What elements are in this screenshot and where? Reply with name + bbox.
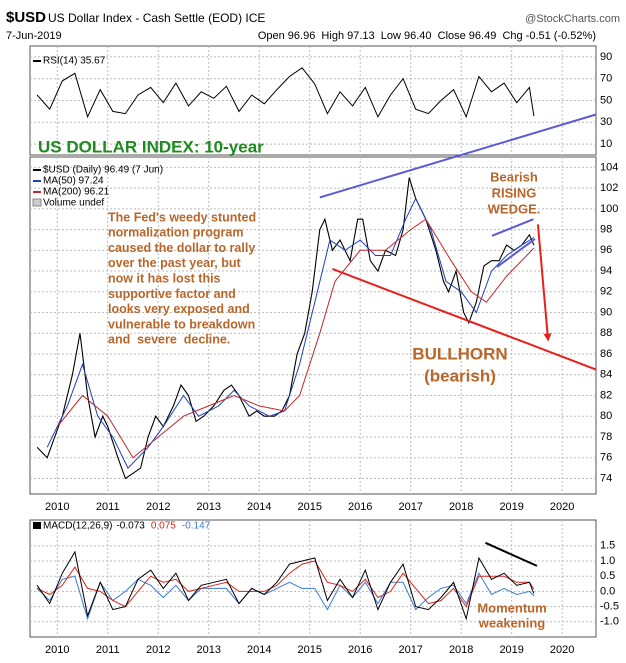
y-tick-label: 84	[600, 369, 612, 381]
y-tick-label: 90	[600, 306, 612, 318]
annotation: Bearish	[490, 169, 538, 184]
legend-label: Volume undef	[43, 198, 104, 209]
annotation: BULLHORN	[412, 344, 507, 363]
series-line	[36, 177, 535, 480]
legend-swatch	[32, 198, 42, 207]
x-tick-label: 2013	[196, 644, 220, 656]
annotation: looks very exposed and	[108, 302, 250, 316]
x-tick-label: 2019	[499, 644, 523, 656]
y-tick-label: 102	[600, 182, 618, 194]
annotation: now it has lost this	[108, 271, 221, 285]
date: 7-Jun-2019	[6, 30, 62, 42]
annotation: normalization program	[108, 226, 243, 240]
series-line	[36, 550, 535, 621]
trend-line	[319, 113, 597, 199]
legend-label: MA(200) 96.21	[43, 187, 110, 198]
y-tick-label: 92	[600, 286, 612, 298]
y-tick-label: 88	[600, 327, 612, 339]
y-tick-label: 94	[600, 265, 612, 277]
trend-line	[496, 238, 536, 268]
annotation: vulnerable to breakdown	[108, 317, 255, 331]
y-tick-label: 96	[600, 244, 612, 256]
y-tick-label: 50	[600, 94, 612, 106]
x-tick-label: 2016	[348, 501, 372, 513]
annotation: US DOLLAR INDEX: 10-year	[38, 137, 264, 156]
y-tick-label: 98	[600, 223, 612, 235]
legend-label: MA(50) 97.24	[43, 176, 104, 187]
annotation: caused the dollar to rally	[108, 241, 255, 255]
x-tick-label: 2010	[45, 644, 69, 656]
legend-label: MACD(12,26,9)	[43, 521, 112, 532]
y-tick-label: 76	[600, 452, 612, 464]
y-tick-label: 80	[600, 410, 612, 422]
x-tick-label: 2020	[550, 644, 574, 656]
series-line	[46, 197, 535, 469]
legend-label: 0.075	[151, 521, 176, 532]
y-tick-label: 10	[600, 138, 612, 150]
trend-line	[485, 541, 538, 567]
x-tick-label: 2011	[96, 501, 120, 513]
y-tick-label: 100	[600, 203, 618, 215]
legend-label: -0.147	[182, 521, 211, 532]
x-tick-label: 2015	[297, 501, 321, 513]
annotation: supportive factor and	[108, 287, 236, 301]
annotation: over the past year, but	[108, 256, 242, 270]
y-tick-label: 1.0	[600, 555, 615, 567]
y-tick-label: 86	[600, 348, 612, 360]
symbol: $USD	[6, 9, 46, 26]
quote: Open 96.96 High 97.13 Low 96.40 Close 96…	[258, 30, 596, 42]
trend-line	[536, 224, 552, 342]
annotation: WEDGE.	[488, 201, 541, 216]
y-tick-label: -1.0	[600, 616, 619, 628]
x-tick-label: 2015	[297, 644, 321, 656]
y-tick-label: 74	[600, 472, 612, 484]
y-tick-label: 1.5	[600, 540, 615, 552]
x-tick-label: 2018	[449, 501, 473, 513]
series-line	[36, 572, 535, 621]
x-tick-label: 2016	[348, 644, 372, 656]
x-tick-label: 2018	[449, 644, 473, 656]
annotation: and severe decline.	[108, 333, 230, 347]
series-line	[56, 218, 535, 459]
annotation: Momentum	[477, 600, 546, 615]
x-tick-label: 2020	[550, 501, 574, 513]
y-tick-label: 0.0	[600, 585, 615, 597]
instrument-name: US Dollar Index - Cash Settle (EOD) ICE	[48, 11, 265, 25]
y-tick-label: 104	[600, 161, 618, 173]
y-tick-label: 70	[600, 73, 612, 85]
x-tick-label: 2012	[146, 501, 170, 513]
source: @StockCharts.com	[525, 13, 620, 25]
x-tick-label: 2014	[247, 501, 271, 513]
trend-line	[491, 218, 534, 237]
y-tick-label: 82	[600, 389, 612, 401]
y-tick-label: -0.5	[600, 601, 619, 613]
trend-line	[332, 268, 597, 371]
legend-label: -0.073	[116, 521, 145, 532]
legend-label: RSI(14) 35.67	[43, 56, 106, 67]
panel-frame	[29, 156, 597, 495]
panel-frame	[29, 519, 597, 638]
x-tick-label: 2011	[96, 644, 120, 656]
x-tick-label: 2017	[398, 501, 422, 513]
x-tick-label: 2017	[398, 644, 422, 656]
series-line	[36, 67, 535, 119]
y-tick-label: 0.5	[600, 570, 615, 582]
legend-swatch	[33, 522, 41, 529]
panel-frame	[29, 45, 597, 156]
x-tick-label: 2014	[247, 644, 271, 656]
x-tick-label: 2019	[499, 501, 523, 513]
legend-label: $USD (Daily) 96.49 (7 Jun)	[43, 165, 163, 176]
x-tick-label: 2012	[146, 644, 170, 656]
annotation: RISING	[492, 185, 537, 200]
x-tick-label: 2010	[45, 501, 69, 513]
annotation: The Fed's weedy stunted	[108, 210, 256, 224]
x-tick-label: 2013	[196, 501, 220, 513]
y-tick-label: 90	[600, 51, 612, 63]
annotation: weakening	[478, 615, 546, 630]
annotation: (bearish)	[424, 366, 496, 385]
y-tick-label: 78	[600, 431, 612, 443]
y-tick-label: 30	[600, 116, 612, 128]
